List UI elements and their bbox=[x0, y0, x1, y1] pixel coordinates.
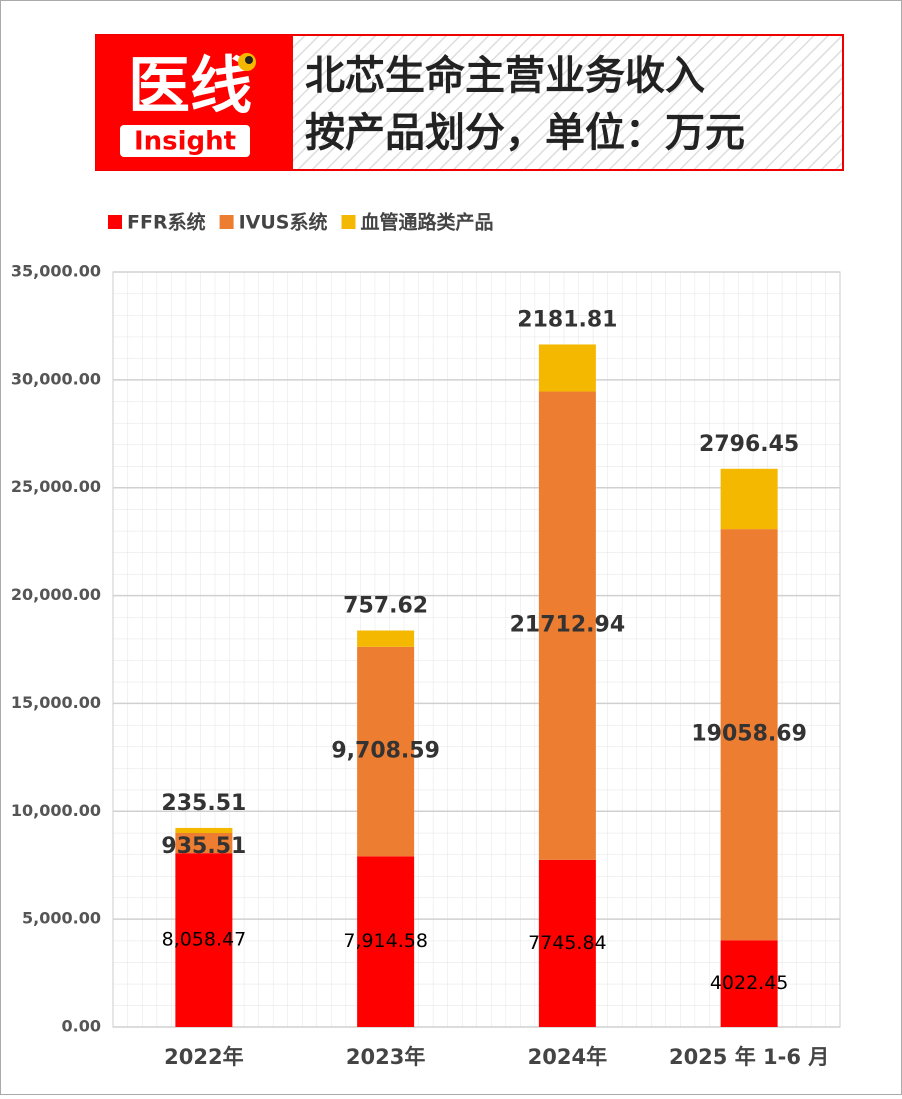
data-label: 4022.45 bbox=[710, 972, 789, 994]
bar-segment bbox=[538, 391, 596, 860]
legend-swatch bbox=[341, 215, 356, 229]
title: 按产品划分，单位：万元 bbox=[305, 110, 745, 156]
legend-swatch bbox=[219, 215, 234, 229]
legend-label: IVUS系统 bbox=[239, 211, 328, 234]
data-label: 7745.84 bbox=[528, 932, 607, 954]
data-label: 935.51 bbox=[161, 834, 246, 859]
bar-segment bbox=[175, 827, 233, 833]
bar-segment bbox=[720, 940, 778, 1027]
data-label: 21712.94 bbox=[510, 613, 626, 638]
data-label: 19058.69 bbox=[691, 722, 807, 747]
bar-segment bbox=[357, 646, 415, 857]
x-tick-label: 2025 年 1-6 月 bbox=[669, 1045, 829, 1069]
plot-area bbox=[112, 271, 841, 1028]
logo-sub: Insight bbox=[134, 127, 236, 157]
title: 北芯生命主营业务收入 bbox=[305, 53, 705, 99]
x-tick-label: 2022年 bbox=[164, 1045, 243, 1069]
bar-segment bbox=[357, 856, 415, 1027]
data-label: 7,914.58 bbox=[343, 930, 428, 952]
y-tick-label: 20,000.00 bbox=[11, 585, 101, 604]
data-label: 8,058.47 bbox=[162, 929, 247, 951]
bar-segment bbox=[357, 630, 415, 647]
y-tick-label: 15,000.00 bbox=[11, 693, 101, 712]
y-tick-label: 5,000.00 bbox=[22, 909, 101, 928]
data-label: 2181.81 bbox=[517, 307, 617, 332]
y-tick-label: 25,000.00 bbox=[11, 477, 101, 496]
bar-segment bbox=[175, 832, 233, 854]
y-tick-label: 35,000.00 bbox=[11, 262, 101, 281]
logo: 医线 bbox=[128, 49, 252, 122]
x-tick-label: 2023年 bbox=[346, 1045, 425, 1069]
y-tick-label: 0.00 bbox=[62, 1017, 101, 1036]
legend-label: FFR系统 bbox=[127, 211, 206, 234]
header: 医线 Insight 北芯生命主营业务收入 按产品划分，单位：万元 bbox=[95, 34, 844, 171]
bar-segment bbox=[538, 344, 596, 392]
bar-segment bbox=[720, 529, 778, 941]
bar-segment bbox=[538, 859, 596, 1027]
data-label: 235.51 bbox=[161, 791, 246, 816]
legend-swatch bbox=[108, 215, 122, 229]
y-tick-label: 10,000.00 bbox=[11, 801, 101, 820]
y-tick-label: 30,000.00 bbox=[11, 369, 101, 388]
data-label: 757.62 bbox=[343, 594, 428, 619]
data-label: 9,708.59 bbox=[331, 739, 440, 764]
bar-segment bbox=[175, 853, 233, 1027]
x-tick-label: 2024年 bbox=[528, 1045, 607, 1069]
bar-segment bbox=[720, 468, 778, 530]
legend-label: 血管通路类产品 bbox=[360, 211, 493, 234]
data-label: 2796.45 bbox=[699, 432, 799, 457]
